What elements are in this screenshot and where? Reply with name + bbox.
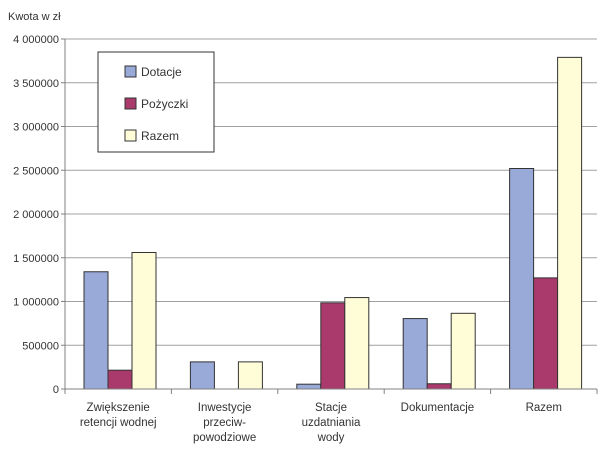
legend-label: Pożyczki	[141, 97, 188, 111]
bar-pożyczki	[426, 383, 452, 390]
bar-pożyczki	[533, 277, 559, 390]
bar-pożyczki	[107, 369, 133, 390]
x-category-label: wody	[317, 432, 345, 444]
bar-razem	[131, 252, 157, 390]
legend-swatch	[124, 97, 137, 110]
y-axis-title: Kwota w zł	[8, 11, 61, 23]
y-tick-labels: 0 500000 1 000000 1 500000 2 000000 2 500000 3…	[13, 34, 65, 396]
y-tick-label: 3 000000	[13, 122, 59, 134]
x-category-label: retencji wodnej	[80, 417, 157, 429]
x-category-label: powodziowe	[193, 432, 256, 444]
y-tick-label: 500000	[22, 340, 59, 352]
y-tick-label: 1 000000	[13, 297, 59, 309]
y-tick-label: 4 000000	[13, 34, 59, 46]
legend-label: Dotacje	[141, 65, 182, 79]
legend-swatch	[124, 65, 137, 78]
x-category-labels: Zwiększenie retencji wodnej Inwestycje prze…	[80, 402, 562, 444]
bar-dotacje	[189, 361, 215, 390]
x-category-label: Stacje	[315, 402, 347, 414]
x-category-label: Inwestycje	[198, 402, 252, 414]
y-tick-label: 3 500000	[13, 78, 59, 90]
bar-pożyczki	[320, 302, 346, 390]
legend-box	[97, 51, 215, 153]
bar-razem	[237, 361, 263, 390]
legend-swatch	[124, 129, 137, 142]
bar-dotacje	[509, 168, 535, 390]
x-category-label: przeciw-	[203, 417, 246, 429]
bar-razem	[450, 312, 476, 390]
y-tick-label: 0	[53, 384, 59, 396]
x-category-label: uzdatniania	[302, 417, 361, 429]
bar-dotacje	[402, 318, 428, 390]
bar-razem	[344, 297, 370, 390]
legend: Dotacje Pożyczki Razem	[97, 51, 215, 153]
bar-razem	[557, 56, 583, 390]
legend-label: Razem	[141, 129, 179, 143]
x-category-label: Razem	[526, 402, 562, 414]
x-category-label: Zwiększenie	[87, 402, 150, 414]
bars	[83, 56, 583, 390]
x-category-label: Dokumentacje	[401, 402, 475, 414]
y-tick-label: 2 500000	[13, 165, 59, 177]
y-tick-label: 1 500000	[13, 253, 59, 265]
bar-dotacje	[83, 271, 109, 390]
bar-dotacje	[296, 383, 322, 390]
y-tick-label: 2 000000	[13, 209, 59, 221]
